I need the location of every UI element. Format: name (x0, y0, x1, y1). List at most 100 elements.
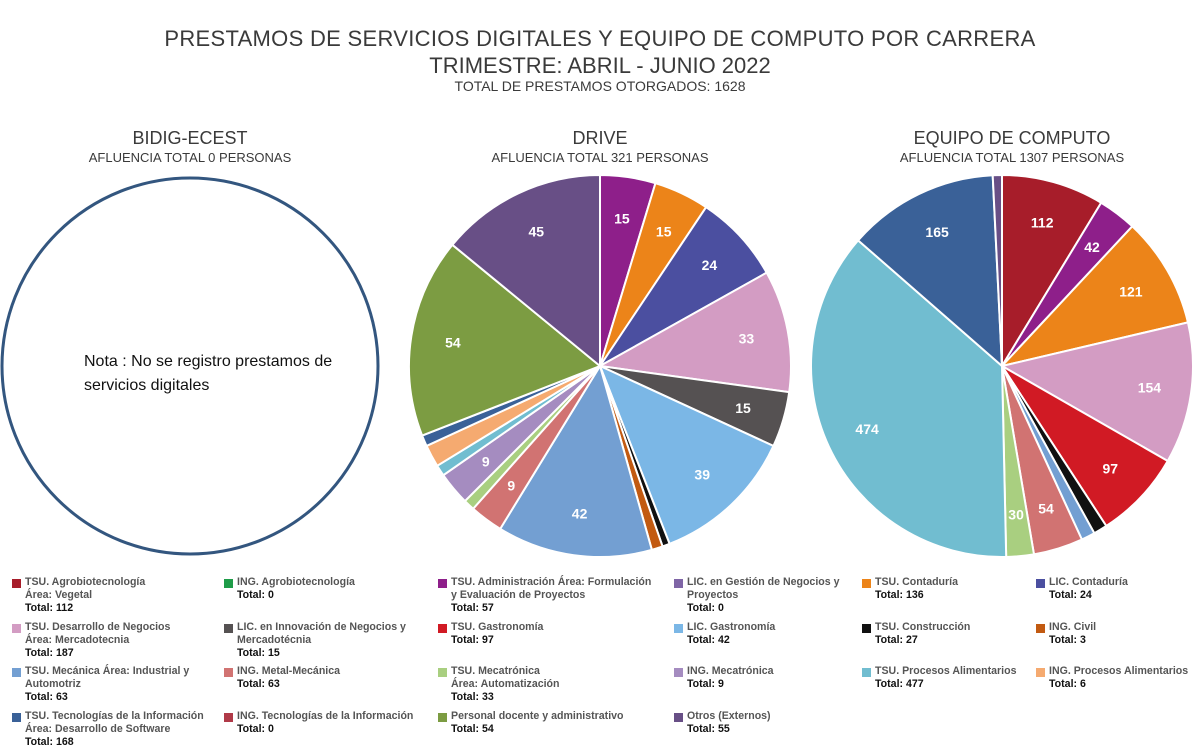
slice-data-label: 33 (739, 330, 755, 346)
legend-swatch (1036, 624, 1045, 633)
chart-subtitle-affluence: AFLUENCIA TOTAL 321 PERSONAS (491, 150, 709, 165)
legend-label: LIC. Contaduría (1049, 576, 1128, 588)
slice-data-label: 54 (1038, 500, 1054, 516)
pie-slice-mecaind (498, 363, 654, 558)
legend-total: Total: 54 (451, 723, 494, 735)
slice-data-label: 54 (445, 335, 461, 351)
legend-swatch (862, 668, 871, 677)
legend-item-const: TSU. Construcción Total: 27 (862, 621, 970, 647)
legend-item-lcont: LIC. Contaduría Total: 24 (1036, 576, 1128, 602)
pie-slice-merc (999, 321, 1195, 463)
legend-swatch (12, 579, 21, 588)
legend-total: Total: 24 (1049, 589, 1092, 601)
legend-total: Total: 97 (451, 634, 494, 646)
slice-data-label: 9 (482, 454, 490, 470)
legend-swatch (438, 713, 447, 722)
legend-item-doc: Personal docente y administrativo Total: … (438, 710, 624, 736)
legend-item-civil: ING. Civil Total: 3 (1036, 621, 1096, 647)
chart-title: PRESTAMOS DE SERVICIOS DIGITALES Y EQUIP… (164, 26, 1036, 51)
legend-label: TSU. Mecánica Área: Industrial y Automot… (25, 665, 190, 690)
legend-label: LIC. en Gestión de Negocios y Proyectos (687, 576, 840, 601)
slice-data-label: 15 (614, 211, 630, 227)
pie-slice-otros (991, 173, 1003, 367)
pie-drive: 15 15 24 33 15 39 42 9 9 54 45 (408, 173, 792, 558)
legend-label: TSU. Contaduría (875, 576, 958, 588)
legend-total: Total: 15 (237, 647, 280, 659)
chart-subtitle: TRIMESTRE: ABRIL - JUNIO 2022 (429, 53, 771, 78)
legend-swatch (12, 624, 21, 633)
chart-subtitle-affluence: AFLUENCIA TOTAL 0 PERSONAS (88, 150, 292, 165)
legend-item-merc: TSU. Desarrollo de Negocios Área: Mercad… (12, 621, 170, 660)
legend-label: TSU. Procesos Alimentarios (875, 665, 1017, 677)
chart-header-drive: DRIVE AFLUENCIA TOTAL 321 PERSONAS (420, 128, 780, 165)
legend-swatch (438, 579, 447, 588)
legend-label: ING. Agrobiotecnología (237, 576, 355, 588)
slice-data-label: 165 (925, 224, 949, 240)
legend-swatch (674, 624, 683, 633)
legend-label: ING. Tecnologías de la Información (237, 710, 414, 722)
legend-item-proc: TSU. Procesos Alimentarios Total: 477 (862, 665, 1017, 691)
legend-swatch (12, 668, 21, 677)
slice-data-label: 112 (1031, 215, 1054, 231)
legend-item-tic: TSU. Tecnologías de la Información Área:… (12, 710, 204, 749)
chart-name: BIDIG-ECEST (132, 128, 248, 148)
slice-data-label: 42 (1084, 239, 1100, 255)
legend-label: ING. Civil (1049, 621, 1097, 633)
legend-item-lgn: LIC. en Gestión de Negocios y Proyectos T… (674, 576, 839, 615)
slice-data-label: 15 (735, 400, 751, 416)
legend-label: ING. Mecatrónica (687, 665, 774, 677)
legend-swatch (438, 668, 447, 677)
legend-total: Total: 63 (25, 691, 68, 703)
slice-data-label: 30 (1008, 506, 1024, 522)
legend-item-imeta: ING. Metal-Mecánica Total: 63 (224, 665, 340, 691)
pie-slice-tic (856, 174, 1004, 369)
legend-total: Total: 57 (451, 602, 494, 614)
legend-total: Total: 136 (875, 589, 924, 601)
total-loans: TOTAL DE PRESTAMOS OTORGADOS: 1628 (454, 78, 746, 94)
legend-label: LIC. en Innovación de Negocios y Mercado… (237, 621, 406, 646)
empty-pie-bidig (0, 176, 380, 556)
legend-item-gas: TSU. Gastronomía Total: 97 (438, 621, 543, 647)
note-text: Nota : No se registro prestamos de servi… (84, 353, 333, 394)
legend-total: Total: 0 (237, 589, 274, 601)
legend-total: Total: 0 (237, 723, 274, 735)
legend-label: TSU. Agrobiotecnología Área: Vegetal (25, 576, 146, 601)
legend-label: TSU. Desarrollo de Negocios Área: Mercad… (25, 621, 171, 646)
legend-item-meca: TSU. Mecatrónica Área: Automatización Tot… (438, 665, 560, 704)
legend-item-imeca: ING. Mecatrónica Total: 9 (674, 665, 774, 691)
legend-item-iproc: ING. Procesos Alimentarios Total: 6 (1036, 665, 1188, 691)
legend-total: Total: 168 (25, 736, 74, 748)
pie-slice-doc (408, 243, 602, 437)
slice-data-label: 9 (507, 478, 515, 494)
slice-data-label: 39 (694, 466, 710, 482)
pie-slice-otros (450, 173, 601, 369)
slice-data-label: 121 (1119, 283, 1143, 299)
legend-swatch (224, 579, 233, 588)
legend-total: Total: 3 (1049, 634, 1086, 646)
legend-swatch (224, 713, 233, 722)
legend-item-adm: TSU. Administración Área: Formulación y … (438, 576, 651, 615)
legend-total: Total: 9 (687, 678, 724, 690)
legend-swatch (224, 624, 233, 633)
legend-label: Otros (Externos) (687, 710, 771, 722)
legend-label: TSU. Administración Área: Formulación y … (451, 576, 652, 601)
legend-label: ING. Procesos Alimentarios (1049, 665, 1189, 677)
legend-total: Total: 0 (687, 602, 724, 614)
legend-swatch (12, 713, 21, 722)
legend-item-itic: ING. Tecnologías de la Información Total:… (224, 710, 413, 736)
legend-total: Total: 42 (687, 634, 730, 646)
legend-item-agro: TSU. Agrobiotecnología Área: Vegetal Tota… (12, 576, 145, 615)
legend-total: Total: 6 (1049, 678, 1086, 690)
pie-equipo: 112 42 121 154 97 54 30 474 165 (810, 173, 1195, 558)
pie-slice-lgas (598, 364, 775, 546)
legend-swatch (224, 668, 233, 677)
legend-swatch (862, 579, 871, 588)
legend-item-iagro: ING. Agrobiotecnología Total: 0 (224, 576, 355, 602)
slice-data-label: 154 (1138, 380, 1162, 396)
legend-total: Total: 63 (237, 678, 280, 690)
legend-swatch (1036, 668, 1045, 677)
chart-header-equipo: EQUIPO DE COMPUTO AFLUENCIA TOTAL 1307 P… (832, 128, 1192, 165)
legend-total: Total: 477 (875, 678, 924, 690)
legend-swatch (674, 668, 683, 677)
legend-label: TSU. Construcción (875, 621, 971, 633)
